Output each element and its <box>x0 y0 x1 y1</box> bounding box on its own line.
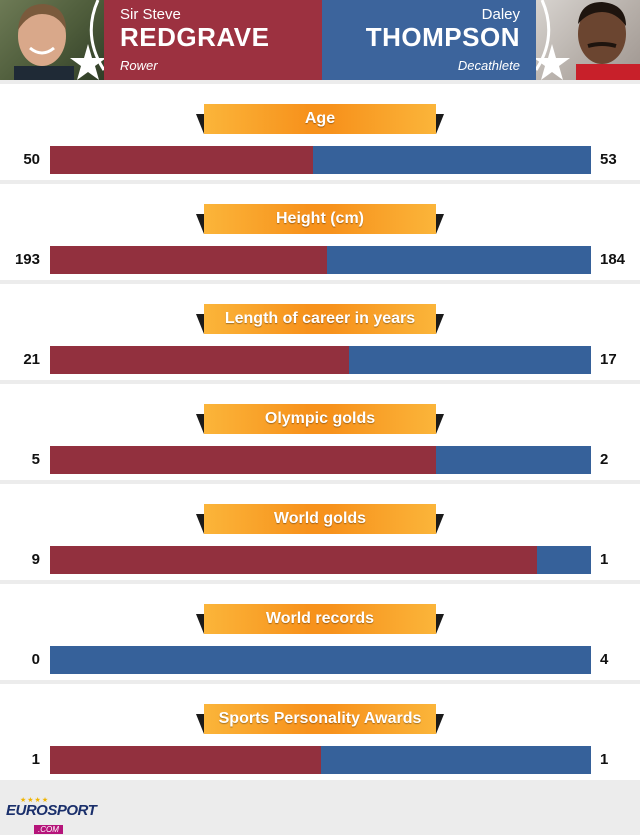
comparison-bar <box>50 746 591 774</box>
comparison-bar <box>50 346 591 374</box>
left-value: 21 <box>23 351 40 368</box>
right-value: 184 <box>600 251 626 268</box>
banner-tail-left <box>196 614 204 634</box>
right-value: 4 <box>600 651 609 668</box>
stat-section: Sports Personality Awards 1 1 <box>0 684 640 780</box>
banner-tail-right <box>436 714 444 734</box>
comparison-bar <box>50 246 591 274</box>
right-value: 17 <box>600 351 617 368</box>
stat-label: Olympic golds <box>204 404 436 434</box>
left-athlete-first-name: Sir Steve <box>120 6 181 23</box>
right-value: 2 <box>600 451 609 468</box>
right-athlete-panel: Daley THOMPSON Decathlete <box>322 0 640 80</box>
logo-main-text: EUROSPORT <box>6 802 97 819</box>
logo-stars-icon: ★★★★ <box>20 797 50 804</box>
stat-section: Olympic golds 5 2 <box>0 384 640 480</box>
left-athlete-panel: Sir Steve REDGRAVE Rower <box>0 0 322 80</box>
eurosport-logo: ★★★★ EUROSPORT .COM <box>6 797 97 835</box>
stat-section: World golds 9 1 <box>0 484 640 580</box>
stat-label: Age <box>204 104 436 134</box>
banner-tail-left <box>196 214 204 234</box>
stat-label-banner: Sports Personality Awards <box>196 704 444 734</box>
comparison-bar-left-fill <box>50 546 537 574</box>
stat-label-banner: Length of career in years <box>196 304 444 334</box>
right-athlete-last-name: THOMPSON <box>365 22 520 52</box>
banner-tail-left <box>196 514 204 534</box>
banner-tail-left <box>196 314 204 334</box>
left-value: 1 <box>31 751 40 768</box>
stat-label-banner: Height (cm) <box>196 204 444 234</box>
stat-label: World records <box>204 604 436 634</box>
comparison-bar-left-fill <box>50 246 327 274</box>
stat-label-banner: World golds <box>196 504 444 534</box>
stat-label-banner: Olympic golds <box>196 404 444 434</box>
banner-tail-right <box>436 314 444 334</box>
comparison-bar <box>50 446 591 474</box>
comparison-bar <box>50 146 591 174</box>
athlete-photo-right <box>536 0 640 80</box>
comparison-bar-left-fill <box>50 146 313 174</box>
stat-label: Height (cm) <box>204 204 436 234</box>
comparison-bar-left-fill <box>50 346 349 374</box>
banner-tail-right <box>436 114 444 134</box>
comparison-bar <box>50 646 591 674</box>
banner-tail-right <box>436 414 444 434</box>
left-value: 50 <box>23 151 40 168</box>
right-value: 1 <box>600 551 609 568</box>
stat-section: Height (cm) 193 184 <box>0 184 640 280</box>
right-value: 53 <box>600 151 617 168</box>
stat-label: Sports Personality Awards <box>204 704 436 734</box>
right-value: 1 <box>600 751 609 768</box>
stat-label: Length of career in years <box>204 304 436 334</box>
comparison-bar <box>50 546 591 574</box>
comparison-bar-left-fill <box>50 746 321 774</box>
banner-tail-left <box>196 414 204 434</box>
athlete-photo-left <box>0 0 104 80</box>
stat-label-banner: World records <box>196 604 444 634</box>
stat-section: Length of career in years 21 17 <box>0 284 640 380</box>
banner-tail-right <box>436 514 444 534</box>
banner-tail-right <box>436 614 444 634</box>
stat-section: Age 50 53 <box>0 84 640 180</box>
banner-tail-left <box>196 714 204 734</box>
left-value: 5 <box>31 451 40 468</box>
comparison-header: Sir Steve REDGRAVE Rower Daley THOMPSON … <box>0 0 640 80</box>
stat-label-banner: Age <box>196 104 444 134</box>
right-athlete-first-name: Daley <box>481 6 520 23</box>
logo-sub-text: .COM <box>34 825 63 834</box>
left-athlete-sport: Rower <box>120 58 158 73</box>
left-athlete-last-name: REDGRAVE <box>120 22 270 52</box>
left-value: 0 <box>31 651 40 668</box>
stat-section: World records 0 4 <box>0 584 640 680</box>
comparison-bar-left-fill <box>50 446 436 474</box>
right-athlete-sport: Decathlete <box>457 58 520 73</box>
stat-label: World golds <box>204 504 436 534</box>
banner-tail-left <box>196 114 204 134</box>
left-value: 9 <box>31 551 40 568</box>
left-value: 193 <box>14 251 40 268</box>
banner-tail-right <box>436 214 444 234</box>
